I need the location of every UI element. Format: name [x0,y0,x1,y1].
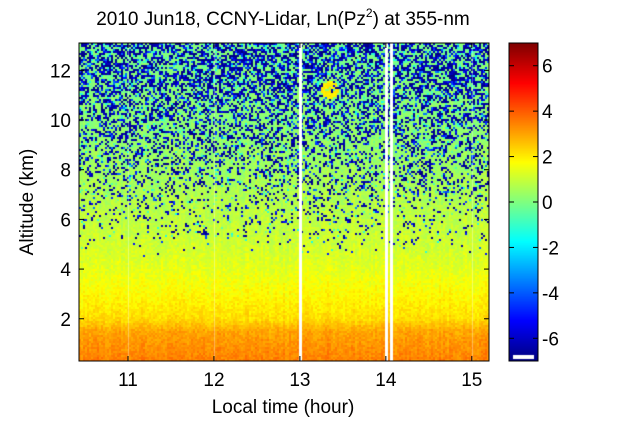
heatmap-plot [79,43,489,361]
heatmap-container [79,43,489,361]
plot-frame [78,42,490,362]
colorbar-tick-label: -4 [542,284,559,305]
x-tick-label: 15 [461,370,482,391]
title-superscript: 2 [366,6,373,20]
y-tick-label: 2 [60,310,71,331]
x-axis-title: Local time (hour) [212,397,355,418]
colorbar-axis: 6 4 2 0 -2 -4 -6 [509,57,559,350]
y-tick-label: 12 [50,61,71,82]
colorbar-tick-label: 6 [542,57,553,78]
chart-title: 2010 Jun18, CCNY-Lidar, Ln(Pz2) at 355-n… [96,6,470,30]
colorbar-tick-label: -6 [542,329,559,350]
y-tick-label: 10 [50,111,71,132]
colorbar-tick-label: 2 [542,148,553,169]
y-axis: 2 4 6 8 10 12 [50,61,489,331]
y-tick-label: 6 [60,210,71,231]
colorbar-tick-label: -2 [542,238,559,259]
title-main: 2010 Jun18, CCNY-Lidar, Ln(Pz [96,9,366,30]
x-tick-label: 14 [375,370,397,391]
y-tick-label: 4 [60,260,71,281]
y-axis-title: Altitude (km) [17,149,38,256]
x-tick-label: 13 [289,370,310,391]
y-tick-label: 8 [60,161,71,182]
colorbar-tick-label: 0 [542,193,553,214]
title-suffix: ) at 355-nm [373,9,470,30]
colorbar-tick-label: 4 [542,102,553,123]
x-axis: 11 12 13 14 15 [118,43,482,391]
x-tick-label: 11 [118,370,138,391]
x-tick-label: 12 [203,370,224,391]
